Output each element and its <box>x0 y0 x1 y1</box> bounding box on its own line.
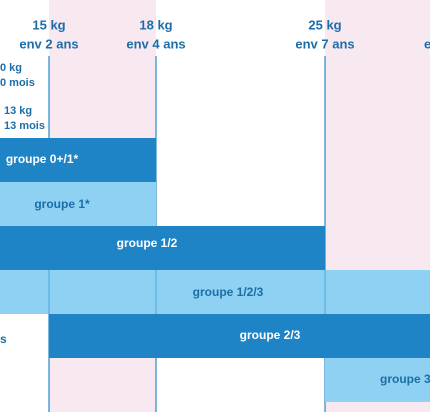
group-label: groupe 2/3 <box>240 328 301 342</box>
header-age: env 7 ans <box>295 36 354 51</box>
group-bar <box>325 358 430 402</box>
left-age: 13 mois <box>4 120 45 132</box>
left-weight: 0 kg <box>0 62 22 74</box>
group-bar <box>0 226 325 270</box>
header-age: env 2 ans <box>19 36 78 51</box>
group-label: groupe 3 <box>380 372 430 386</box>
left-weight: 13 kg <box>4 105 32 117</box>
group-label: groupe 0+/1* <box>6 152 79 166</box>
header-age: e <box>424 36 430 51</box>
side-text: s <box>0 332 7 346</box>
group-bar <box>49 314 430 358</box>
group-bar <box>0 182 156 226</box>
header-weight: 15 kg <box>32 17 65 32</box>
group-bar <box>0 270 430 314</box>
group-bar <box>0 138 156 182</box>
group-label: groupe 1/2/3 <box>193 285 264 299</box>
header-weight: 18 kg <box>139 17 172 32</box>
header-weight: 25 kg <box>308 17 341 32</box>
group-label: groupe 1/2 <box>117 236 178 250</box>
group-label: groupe 1* <box>34 197 90 211</box>
header-age: env 4 ans <box>126 36 185 51</box>
left-age: 0 mois <box>0 77 35 89</box>
